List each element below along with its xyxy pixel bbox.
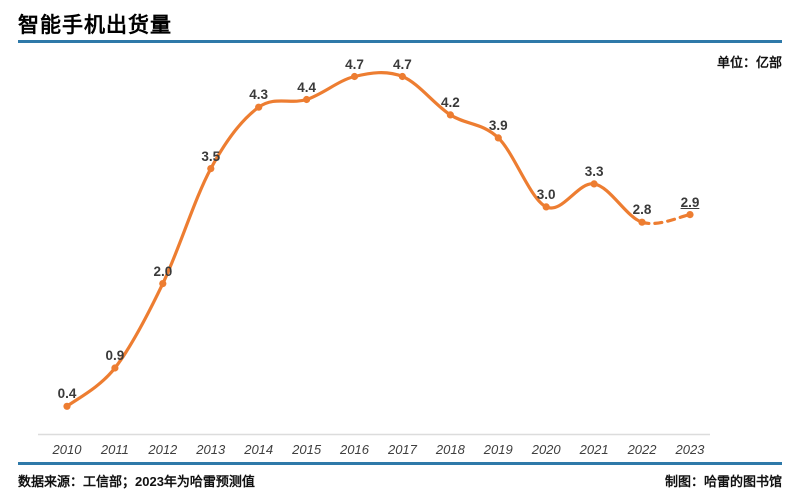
data-label-2019: 3.9	[488, 117, 508, 133]
data-label-2015: 4.4	[297, 79, 316, 95]
data-label-2023: 2.9	[680, 194, 700, 210]
data-point-marker	[446, 111, 454, 119]
data-point-marker	[303, 95, 311, 104]
data-label-2013: 3.5	[201, 148, 221, 164]
data-point-marker	[111, 364, 119, 372]
x-axis-label-2022: 2022	[627, 442, 657, 457]
x-axis-label-2017: 2017	[387, 442, 417, 457]
data-point-marker	[350, 72, 359, 81]
series-line-solid	[65, 71, 644, 408]
data-label-2011: 0.9	[105, 347, 125, 363]
data-point-marker	[207, 165, 215, 173]
x-axis-label-2013: 2013	[196, 442, 226, 457]
x-axis-label-2014: 2014	[244, 442, 274, 457]
page-title: 智能手机出货量	[18, 14, 172, 37]
unit-label: 单位：亿部	[716, 55, 782, 70]
data-point-marker	[398, 72, 406, 81]
data-label-2012: 2.0	[153, 263, 173, 279]
data-point-marker	[686, 211, 694, 219]
x-axis-label-2016: 2016	[340, 442, 369, 457]
data-point-marker	[255, 103, 263, 111]
data-label-2022: 2.8	[632, 202, 652, 218]
title-divider	[18, 40, 782, 43]
data-label-2018: 4.2	[440, 94, 460, 110]
x-axis-label-2011: 2011	[100, 442, 129, 457]
x-axis-label-2018: 2018	[435, 442, 465, 457]
data-label-2021: 3.3	[584, 163, 604, 179]
chart-credit: 制图：哈雷的图书馆	[664, 474, 782, 489]
x-axis-label-2023: 2023	[675, 442, 705, 457]
data-point-marker	[159, 280, 167, 288]
x-axis-label-2019: 2019	[483, 442, 513, 457]
data-label-2016: 4.7	[345, 56, 364, 72]
data-label-2017: 4.7	[393, 56, 412, 72]
data-source-note: 数据来源：工信部；2023年为哈雷预测值	[18, 474, 255, 489]
data-label-2020: 3.0	[536, 186, 556, 202]
x-axis-label-2020: 2020	[531, 442, 561, 457]
x-axis-label-2010: 2010	[52, 442, 82, 457]
data-label-2010: 0.4	[57, 386, 77, 402]
data-label-2014: 4.3	[249, 87, 269, 103]
data-point-marker	[542, 203, 550, 211]
footer-divider	[18, 462, 782, 465]
data-point-marker	[638, 218, 646, 226]
data-point-marker	[590, 180, 598, 188]
data-point-marker	[63, 402, 71, 410]
data-point-marker	[494, 134, 502, 142]
x-axis-label-2012: 2012	[148, 442, 178, 457]
x-axis-label-2021: 2021	[579, 442, 609, 457]
x-axis-label-2015: 2015	[292, 442, 322, 457]
